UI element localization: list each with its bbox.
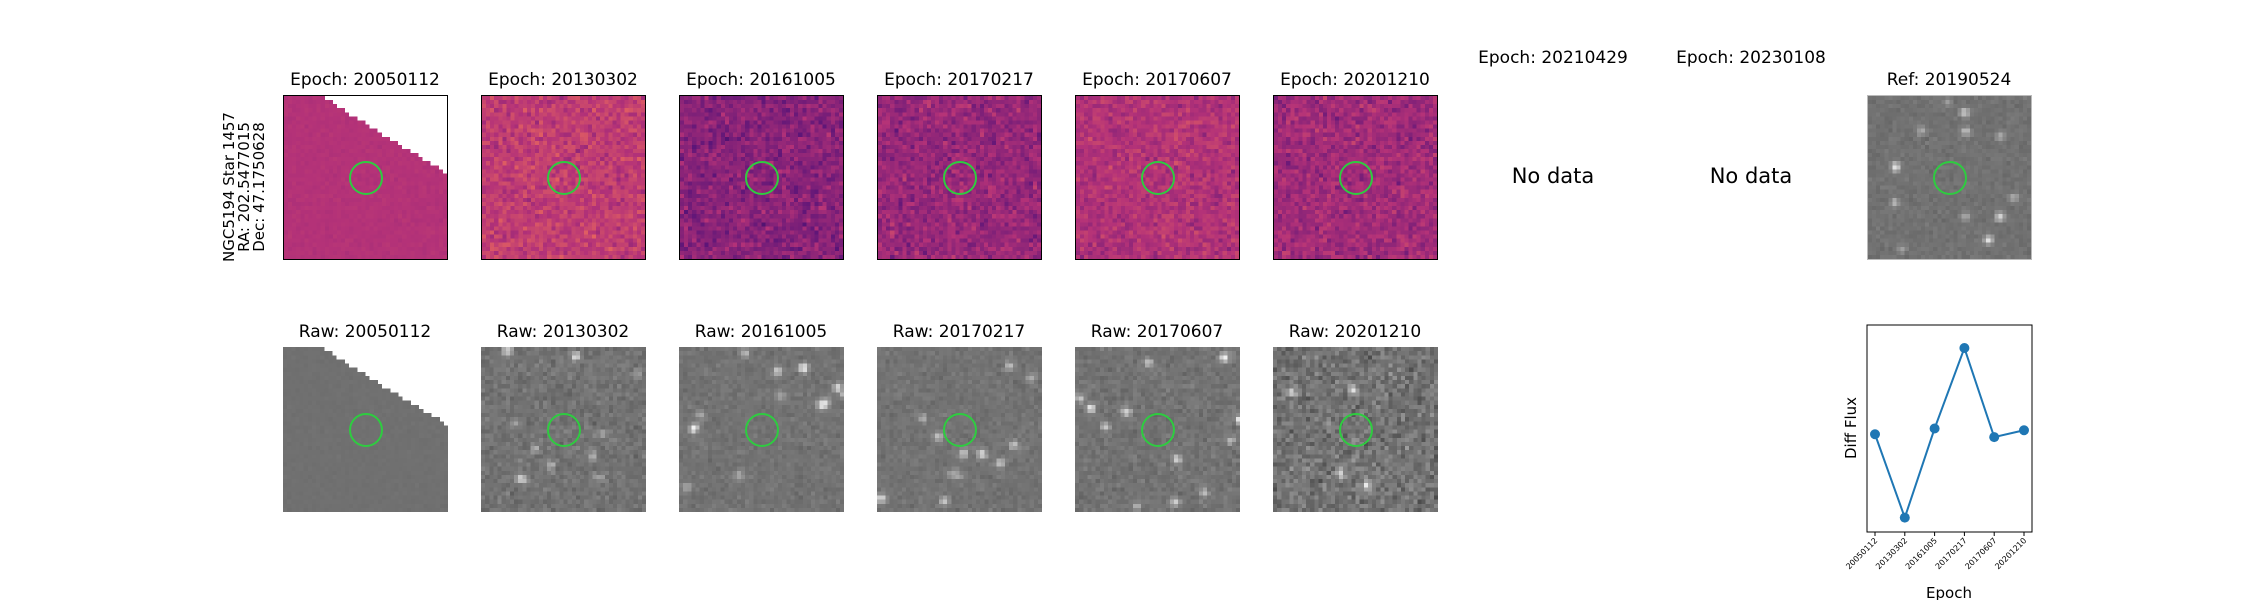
x-ticks: 2005011220130302201610052017021720170607… xyxy=(1844,532,2028,571)
diff-image-4-pixels xyxy=(878,96,1041,259)
epoch-title-7: Epoch: 20210429 xyxy=(1478,48,1628,68)
epoch-title-1: Epoch: 20050112 xyxy=(290,70,440,90)
raw-image-6 xyxy=(1273,347,1438,512)
data-point-20161005 xyxy=(1929,423,1940,434)
diff-image-5 xyxy=(1075,95,1240,260)
raw-image-5 xyxy=(1075,347,1240,512)
x-tick-label: 20201210 xyxy=(1993,536,2028,571)
diff-image-1-pixels xyxy=(284,96,447,259)
epoch-title-8: Epoch: 20230108 xyxy=(1676,48,1826,68)
light-curve-chart: 2005011220130302201610052017021720170607… xyxy=(1842,324,2033,600)
data-point-20130302 xyxy=(1899,512,1910,523)
raw-title-1: Raw: 20050112 xyxy=(298,322,432,342)
epoch-title-4: Epoch: 20170217 xyxy=(884,70,1034,90)
raw-title-6: Raw: 20201210 xyxy=(1288,322,1422,342)
raw-image-5-pixels xyxy=(1075,347,1240,512)
diff-image-2-pixels xyxy=(482,96,645,259)
no-data-text-7: No data xyxy=(1511,164,1595,188)
ref-image-pixels xyxy=(1868,96,2031,259)
diff-image-6-pixels xyxy=(1274,96,1437,259)
no-data-text-8: No data xyxy=(1709,164,1793,188)
ref-image xyxy=(1867,95,2032,260)
raw-image-4 xyxy=(877,347,1042,512)
raw-title-2: Raw: 20130302 xyxy=(496,322,630,342)
raw-image-3-pixels xyxy=(679,347,844,512)
raw-title-4: Raw: 20170217 xyxy=(892,322,1026,342)
diff-image-3-pixels xyxy=(680,96,843,259)
epoch-title-2: Epoch: 20130302 xyxy=(488,70,638,90)
series-points xyxy=(1870,343,2029,523)
data-point-20050112 xyxy=(1870,429,1880,440)
data-point-20170217 xyxy=(1959,343,1970,353)
object-info-label: NGC5194 Star 1457 RA: 202.5477015 Dec: 4… xyxy=(220,107,272,267)
diff-image-3 xyxy=(679,95,844,260)
diff-image-5-pixels xyxy=(1076,96,1239,259)
diff-image-4 xyxy=(877,95,1042,260)
raw-title-5: Raw: 20170607 xyxy=(1090,322,1224,342)
diff-image-2 xyxy=(481,95,646,260)
epoch-title-3: Epoch: 20161005 xyxy=(686,70,836,90)
x-axis-label: Epoch xyxy=(1926,584,1972,600)
series-line xyxy=(1874,344,2025,521)
raw-image-2 xyxy=(481,347,646,512)
raw-image-6-pixels xyxy=(1273,347,1438,512)
plot-frame xyxy=(1866,324,2033,533)
data-point-20201210 xyxy=(2019,425,2029,436)
diff-image-6 xyxy=(1273,95,1438,260)
raw-image-2-pixels xyxy=(481,347,646,512)
raw-image-3 xyxy=(679,347,844,512)
epoch-title-6: Epoch: 20201210 xyxy=(1280,70,1430,90)
object-dec: Dec: 47.1750628 xyxy=(250,122,268,252)
epoch-title-5: Epoch: 20170607 xyxy=(1082,70,1232,90)
y-axis-label: Diff Flux xyxy=(1842,397,1860,459)
raw-image-4-pixels xyxy=(877,347,1042,512)
data-point-20170607 xyxy=(1989,432,2000,443)
raw-image-1 xyxy=(283,347,448,512)
diff-image-1 xyxy=(283,95,448,260)
raw-title-3: Raw: 20161005 xyxy=(694,322,828,342)
ref-title: Ref: 20190524 xyxy=(1886,70,2012,90)
raw-image-1-pixels xyxy=(283,347,448,512)
